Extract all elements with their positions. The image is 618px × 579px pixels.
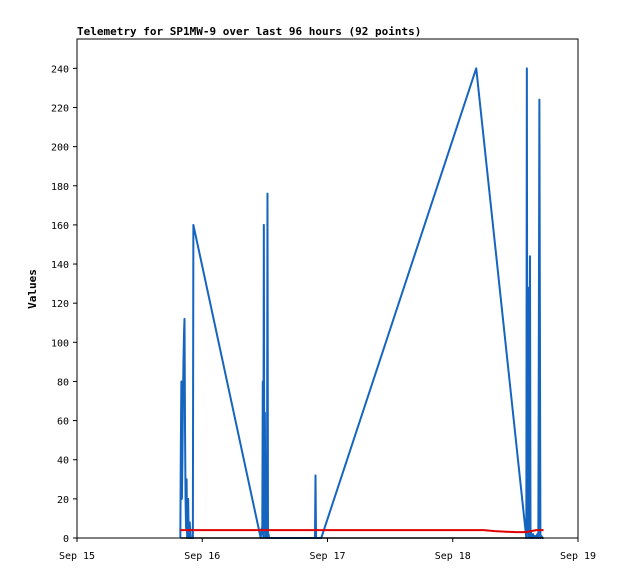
y-tick-label: 220 (51, 103, 69, 114)
x-tick-label: Sep 15 (59, 551, 95, 562)
series-line-main (179, 67, 544, 539)
y-tick-label: 20 (57, 495, 69, 506)
x-tick-label: Sep 19 (560, 551, 596, 562)
y-tick-label: 160 (51, 221, 69, 232)
y-axis-label: Values (26, 269, 39, 309)
y-axis: 0 20 40 60 80 100 120 140 160 180 200 220 240 (51, 64, 77, 545)
y-tick-label: 80 (57, 377, 69, 388)
chart-title: Telemetry for SP1MW-9 over last 96 hours… (77, 25, 421, 38)
y-tick-label: 200 (51, 143, 69, 154)
plot-frame (76, 38, 579, 539)
y-tick-label: 0 (63, 534, 69, 545)
x-tick-label: Sep 17 (309, 551, 345, 562)
y-tick-label: 140 (51, 260, 69, 271)
y-tick-label: 240 (51, 64, 69, 75)
y-tick-label: 180 (51, 182, 69, 193)
y-tick-label: 120 (51, 299, 69, 310)
y-tick-label: 60 (57, 417, 69, 428)
x-axis: Sep 15 Sep 16 Sep 17 Sep 18 Sep 19 (59, 538, 596, 562)
x-tick-label: Sep 18 (435, 551, 471, 562)
series-layer (179, 67, 544, 539)
y-tick-label: 40 (57, 456, 69, 467)
y-tick-label: 100 (51, 338, 69, 349)
x-tick-label: Sep 16 (184, 551, 220, 562)
series-line-low (180, 529, 544, 534)
